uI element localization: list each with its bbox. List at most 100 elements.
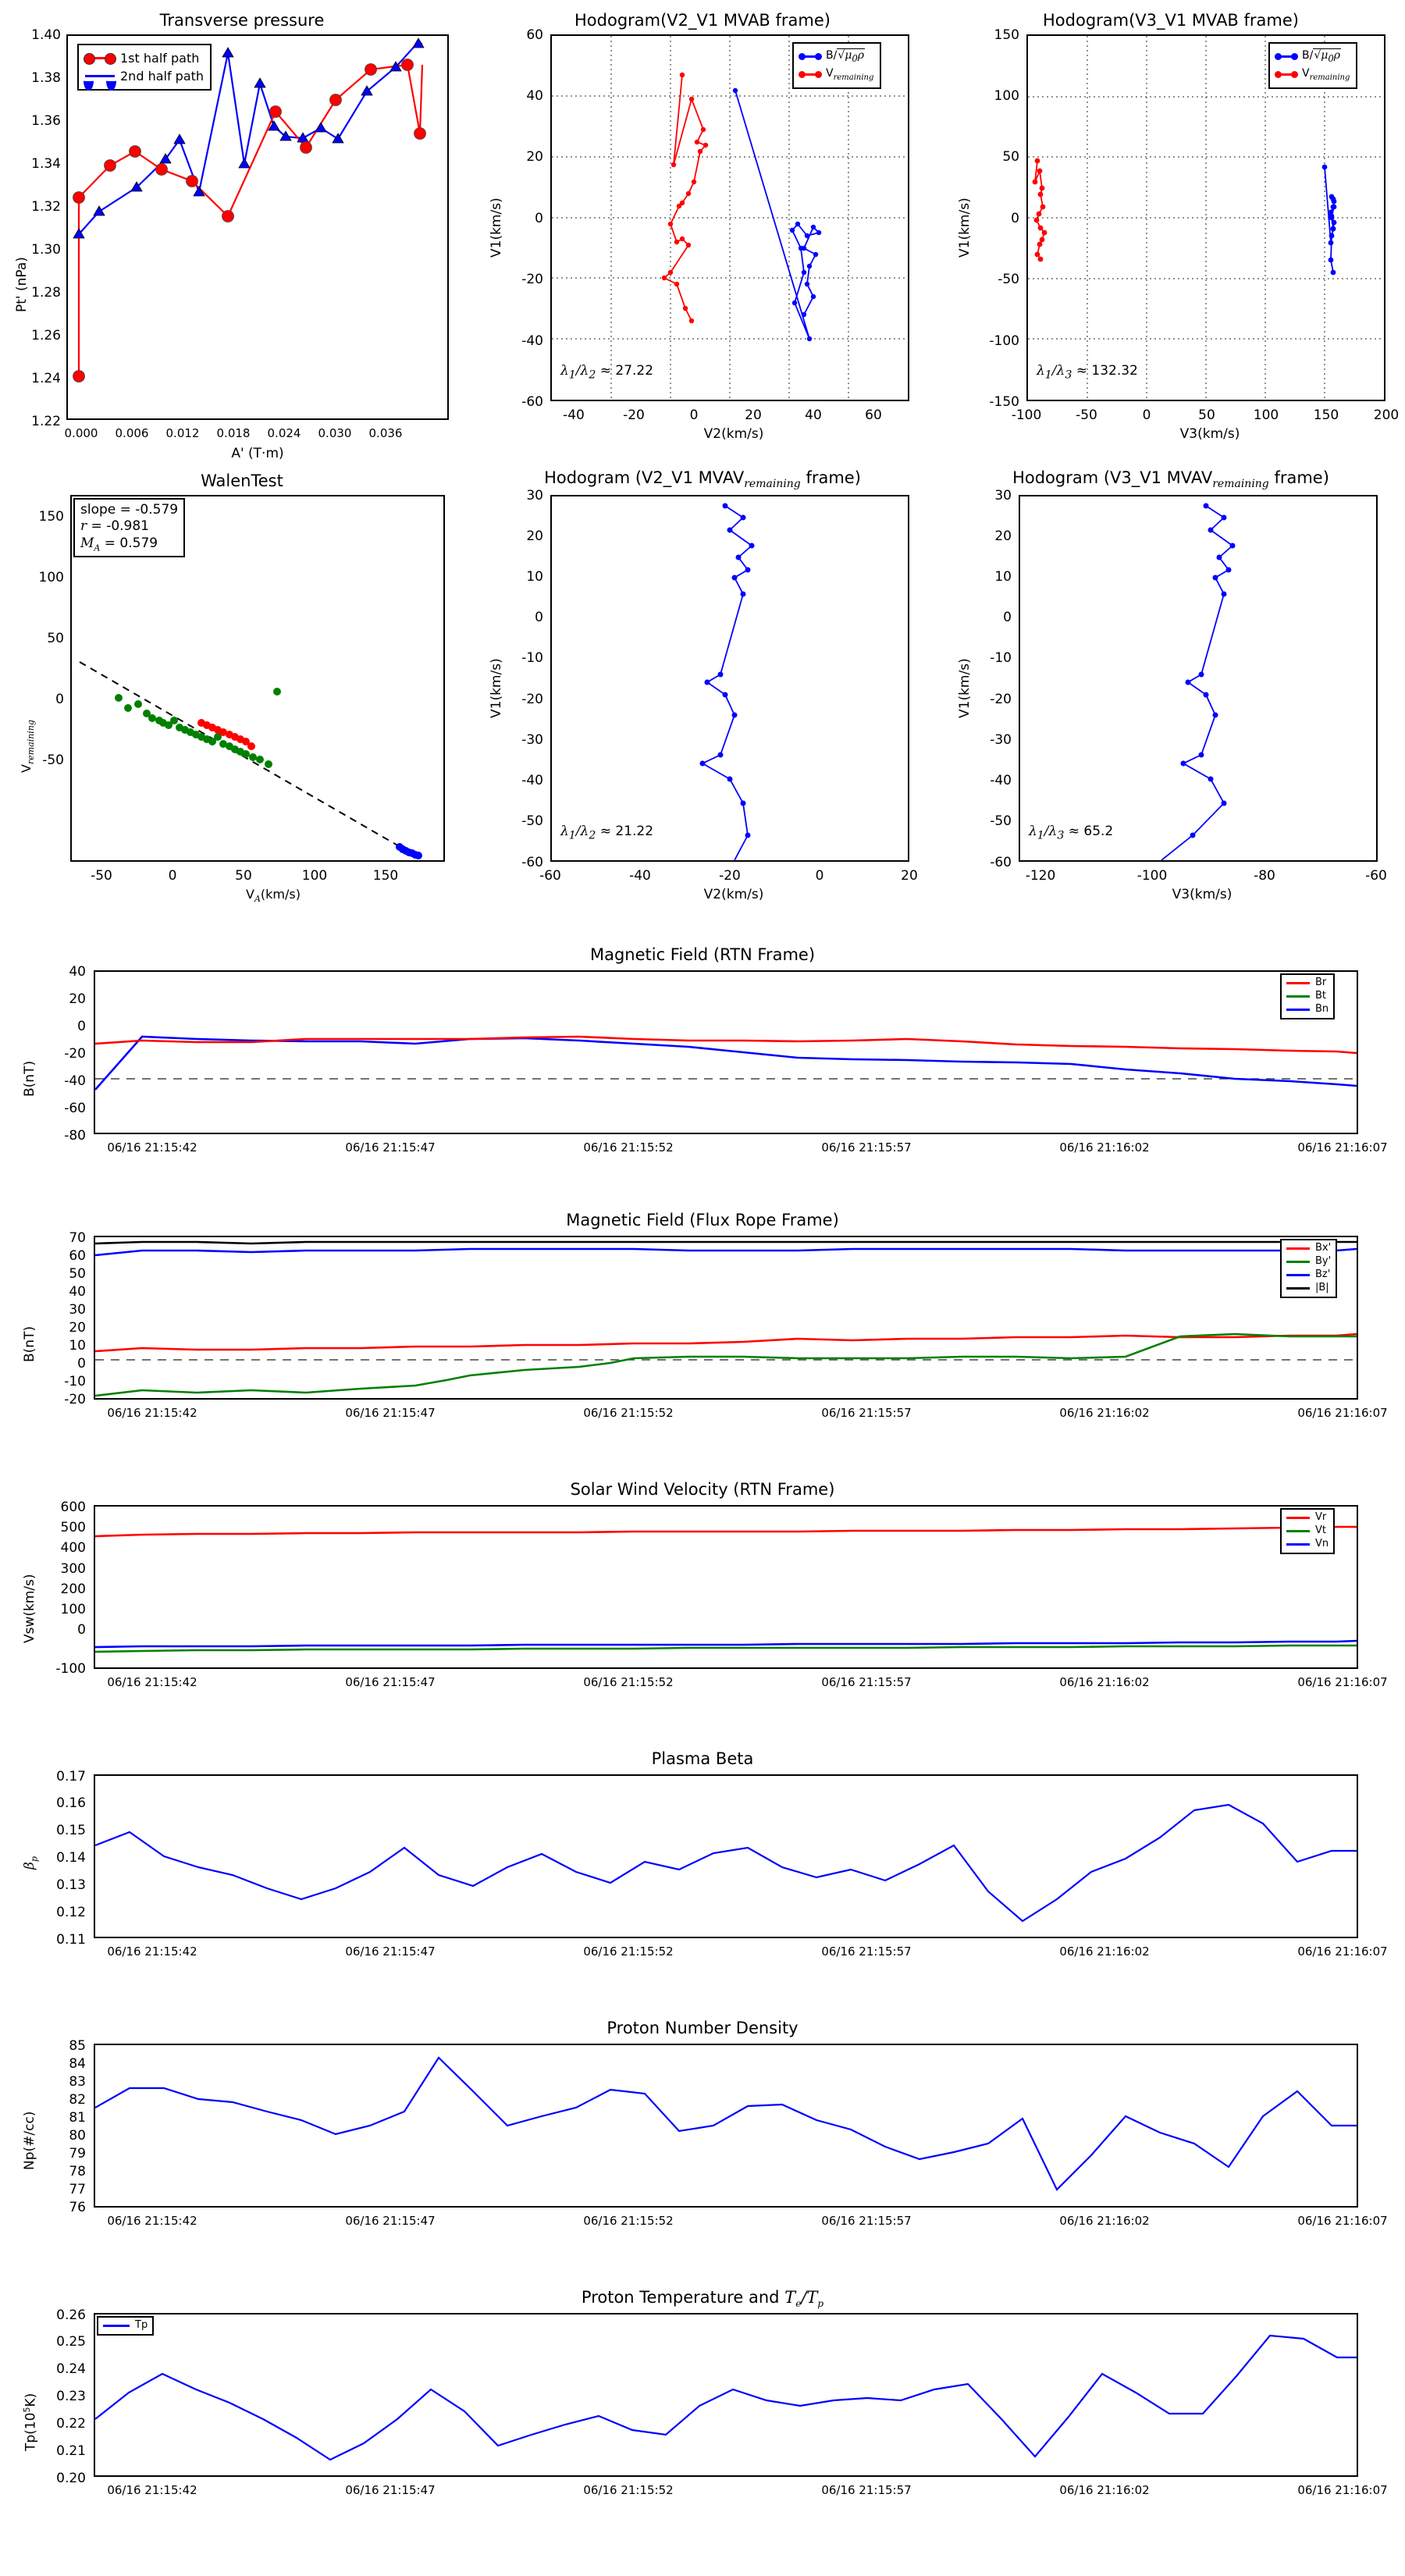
y-tick: -60 xyxy=(990,855,1012,870)
time-tick: 06/16 21:16:02 xyxy=(1059,2214,1150,2228)
legend-label: Vremaining xyxy=(826,66,874,82)
y-tick: -20 xyxy=(990,692,1012,707)
time-tick: 06/16 21:16:02 xyxy=(1059,1406,1150,1420)
y-tick: 0.16 xyxy=(56,1795,86,1811)
panel-title: Plasma Beta xyxy=(651,1749,754,1768)
legend-entry: Bt xyxy=(1286,990,1329,1003)
series-b-line xyxy=(735,90,820,340)
series-2nd-half-markers xyxy=(73,37,425,239)
plot-area xyxy=(95,2334,1357,2461)
plot-area xyxy=(79,661,422,859)
y-tick: -20 xyxy=(64,1392,86,1407)
time-tick: 06/16 21:15:42 xyxy=(107,2214,197,2228)
x-tick: 0.036 xyxy=(368,426,403,440)
legend-entry: |B| xyxy=(1286,1282,1331,1295)
panel-title: Solar Wind Velocity (RTN Frame) xyxy=(570,1480,835,1499)
x-tick: 100 xyxy=(301,868,328,884)
legend-swatch-absb xyxy=(1286,1286,1310,1290)
y-tick: 83 xyxy=(69,2074,86,2090)
x-tick: -20 xyxy=(719,868,741,884)
plot-area xyxy=(95,1803,1357,1923)
plot-frame xyxy=(94,1774,1358,1938)
fit-line xyxy=(79,661,416,856)
y-tick: 1.36 xyxy=(31,113,61,129)
y-tick: 100 xyxy=(994,88,1019,104)
x-tick: 100 xyxy=(1253,407,1279,423)
x-axis-label: A' (T·m) xyxy=(231,446,284,461)
eigenvalue-ratio-annotation: λ1/λ2 ≈ 27.22 xyxy=(560,363,654,382)
legend-label: Vn xyxy=(1315,1537,1329,1550)
y-tick: 0.15 xyxy=(56,1823,86,1838)
y-tick: -40 xyxy=(64,1073,86,1089)
y-tick: -40 xyxy=(521,333,543,349)
x-axis-label: V3(km/s) xyxy=(1172,887,1232,902)
time-tick: 06/16 21:16:02 xyxy=(1059,2483,1150,2497)
panel-hodogram-v2v1-mvab: Hodogram(V2_V1 MVAB frame) V1(km/s) 60 4… xyxy=(468,0,937,445)
y-tick: -10 xyxy=(990,650,1012,666)
plot-area xyxy=(1028,36,1384,400)
legend-label: B/√μ0ρ xyxy=(1302,48,1342,64)
y-tick: 100 xyxy=(38,570,64,585)
panel-title: Transverse pressure xyxy=(159,11,325,30)
plot-frame xyxy=(1019,495,1378,862)
panel-hodogram-v2v1-mvav: Hodogram (V2_V1 MVAVremaining frame) V1(… xyxy=(468,461,937,906)
y-tick: 60 xyxy=(526,27,543,43)
series-green-points xyxy=(115,688,281,768)
x-tick: -100 xyxy=(1136,868,1168,884)
legend-entry: Br xyxy=(1286,977,1329,990)
walen-stats-box: slope = -0.579 r = -0.981 MA = 0.579 xyxy=(73,498,186,557)
gridlines xyxy=(552,36,908,400)
y-tick: 500 xyxy=(60,1520,86,1535)
series-bn xyxy=(95,1035,1357,1091)
y-axis-label: B(nT) xyxy=(22,1060,37,1097)
legend-transverse-pressure: 1st half path 2nd half path xyxy=(77,44,212,91)
series-b-markers xyxy=(1180,503,1236,838)
x-tick: 60 xyxy=(865,407,882,423)
x-tick: 0.006 xyxy=(115,426,149,440)
time-tick: 06/16 21:16:02 xyxy=(1059,1944,1150,1959)
time-tick: 06/16 21:15:42 xyxy=(107,1944,197,1959)
series-bz xyxy=(95,1247,1357,1257)
series-b-markers xyxy=(732,87,822,342)
series-b-line xyxy=(701,505,753,860)
panel-title: Hodogram(V3_V1 MVAB frame) xyxy=(1043,11,1299,30)
time-tick: 06/16 21:15:57 xyxy=(821,2483,912,2497)
y-tick: -50 xyxy=(990,813,1012,829)
y-tick: 0 xyxy=(535,610,543,625)
plot-area xyxy=(73,37,426,382)
y-tick: 0.26 xyxy=(56,2307,86,2323)
time-tick: 06/16 21:15:57 xyxy=(821,2214,912,2228)
y-tick: -40 xyxy=(990,773,1012,788)
legend-swatch-bx xyxy=(1286,1247,1310,1250)
y-tick: 200 xyxy=(60,1582,86,1597)
y-tick: 0.20 xyxy=(56,2471,86,2486)
y-tick: 30 xyxy=(994,488,1012,503)
y-tick: 20 xyxy=(526,149,543,165)
y-axis-label: V1(km/s) xyxy=(489,197,504,258)
legend-swatch-tp xyxy=(103,2324,130,2327)
y-tick: -60 xyxy=(64,1101,86,1116)
legend-entry: Bx' xyxy=(1286,1242,1331,1255)
x-tick: -100 xyxy=(1011,407,1042,423)
y-tick: 20 xyxy=(526,528,543,544)
x-tick: -60 xyxy=(539,868,561,884)
panel-title: Hodogram (V3_V1 MVAVremaining frame) xyxy=(1012,468,1329,491)
legend-entry: Tp xyxy=(103,2319,148,2332)
time-tick: 06/16 21:15:52 xyxy=(583,2214,674,2228)
y-tick: 70 xyxy=(69,1230,86,1246)
legend-entry: B/√μ0ρ xyxy=(799,48,873,66)
time-tick: 06/16 21:15:47 xyxy=(345,2214,436,2228)
panel-title: Magnetic Field (Flux Rope Frame) xyxy=(566,1211,839,1229)
x-tick: -50 xyxy=(91,868,112,884)
walen-ma: MA = 0.579 xyxy=(80,535,158,553)
x-tick: 150 xyxy=(372,868,399,884)
plot-area xyxy=(95,1035,1357,1091)
y-tick: 0.17 xyxy=(56,1769,86,1784)
x-axis-label: V2(km/s) xyxy=(703,887,764,902)
panel-magnetic-field-rtn: Magnetic Field (RTN Frame) B(nT) 40 20 0… xyxy=(0,941,1405,1175)
legend-swatch-by xyxy=(1286,1260,1310,1263)
y-tick: 84 xyxy=(69,2056,86,2072)
panel-title: Magnetic Field (RTN Frame) xyxy=(589,945,816,964)
time-tick: 06/16 21:15:57 xyxy=(821,1406,912,1420)
x-axis-label: VA(km/s) xyxy=(246,887,301,905)
